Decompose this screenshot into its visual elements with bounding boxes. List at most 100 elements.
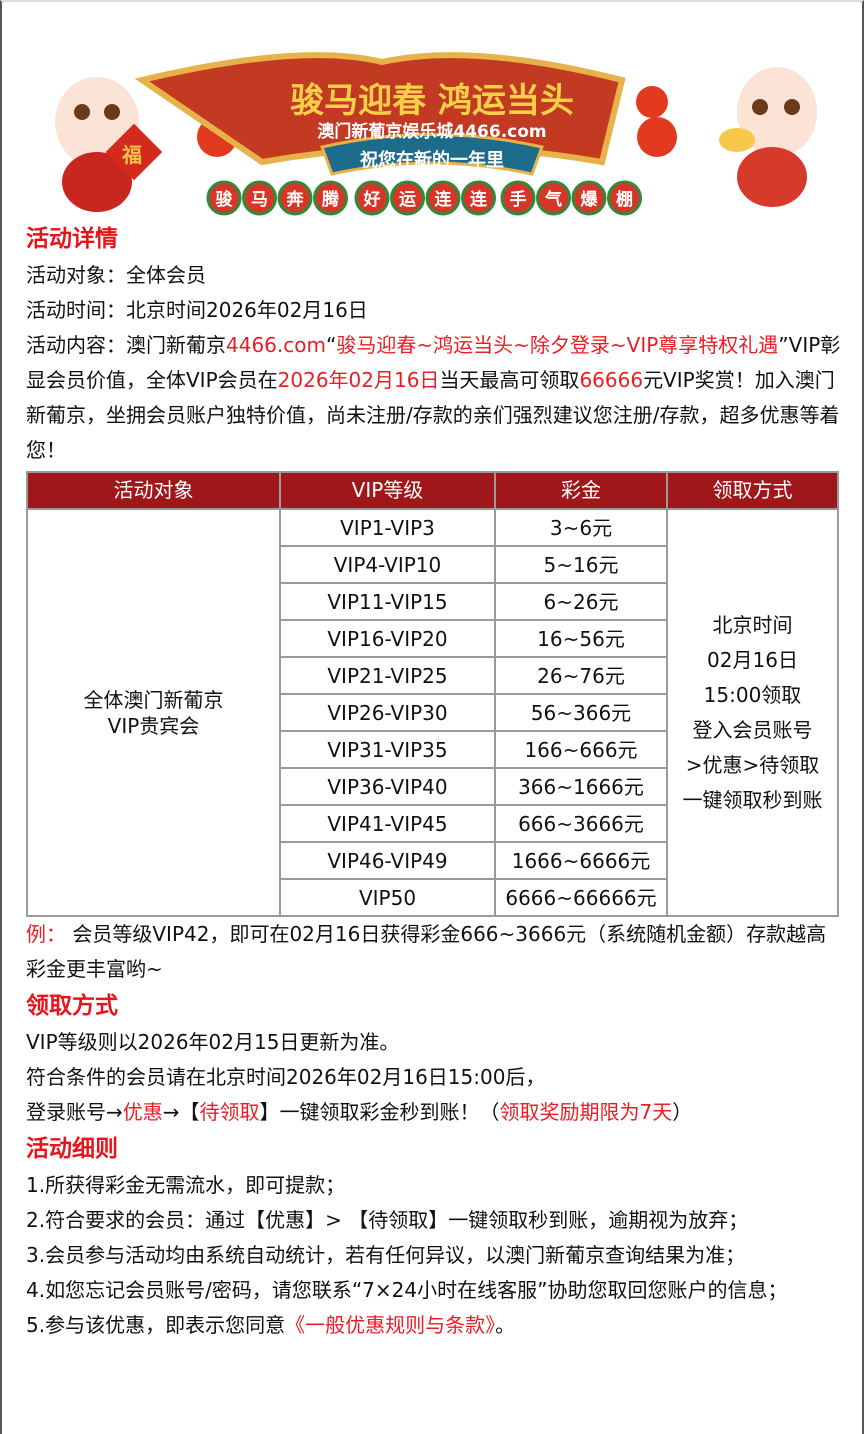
vip-level-cell: VIP50: [279, 878, 496, 917]
bonus-cell: 1666~6666元: [494, 841, 668, 880]
vip-level-cell: VIP16-VIP20: [279, 619, 496, 658]
bonus-cell: 26~76元: [494, 656, 668, 695]
claim-line: VIP等级则以2026年02月15日更新为准。: [26, 1030, 400, 1054]
col-header: 活动对象: [26, 471, 281, 510]
badge-circle: [607, 180, 642, 216]
deadline: 领取奖励期限为7天: [499, 1100, 673, 1124]
text: VIP贵宾会: [107, 713, 200, 738]
badge-char: 奔: [286, 189, 305, 210]
label: 活动时间：: [26, 298, 126, 322]
badge-char: 气: [544, 189, 562, 210]
badge-circle: [390, 180, 425, 216]
text: 02月16日: [707, 647, 798, 672]
label: 活动内容：: [26, 333, 126, 357]
reward-table: 活动对象 VIP等级 彩金 领取方式 全体澳门新葡京 VIP贵宾会 VIP1-VIP…: [26, 471, 839, 917]
text: 登录账号→: [26, 1100, 123, 1124]
text: 5.参与该优惠，即表示您同意: [26, 1313, 286, 1337]
promo-date: 2026年02月16日: [277, 368, 440, 392]
time-line: 活动时间：北京时间2026年02月16日: [26, 293, 841, 328]
vip-level-cell: VIP1-VIP3: [279, 508, 496, 547]
text: “: [325, 333, 337, 357]
rule-item: 1.所获得彩金无需流水，即可提款；: [26, 1173, 346, 1197]
col-header: 彩金: [494, 471, 668, 510]
table-row: 全体澳门新葡京 VIP贵宾会 VIP1-VIP3 3~6元 北京时间 02月16日 15:0…: [26, 508, 839, 917]
table-row: VIP21-VIP25 26~76元: [27, 656, 838, 695]
pending-link[interactable]: 待领取: [199, 1100, 260, 1124]
badge-char: 好: [363, 189, 381, 210]
details-heading: 活动详情: [26, 226, 118, 252]
svg-text:澳门新葡京娱乐城4466.com: 澳门新葡京娱乐城4466.com: [317, 121, 546, 142]
text: 全体澳门新葡京: [83, 687, 224, 712]
table-row: VIP46-VIP49 1666~6666元: [27, 841, 838, 880]
bonus-cell: 166~666元: [494, 730, 668, 769]
label: 活动对象：: [26, 263, 126, 287]
badge-char: 连: [470, 189, 488, 210]
promo-banner: 福 骏马迎春 鸿运当头 澳门新葡京娱乐城4466.com 祝您在新的一年里 骏马…: [2, 2, 862, 222]
badge-char: 腾: [322, 189, 340, 210]
vip-level-cell: VIP41-VIP45: [279, 804, 496, 843]
horse-mascot-right: [719, 67, 817, 207]
vip-level-cell: VIP4-VIP10: [279, 545, 496, 584]
example-text: 例： 会员等级VIP42，即可在02月16日获得彩金666~3666元（系统随机…: [26, 917, 841, 987]
badge-circle: [461, 180, 496, 216]
svg-text:福: 福: [121, 143, 142, 167]
vip-level-cell: VIP26-VIP30: [279, 693, 496, 732]
table-row: VIP31-VIP35 166~666元: [27, 730, 838, 769]
text: 】一键领取彩金秒到账！（: [259, 1100, 500, 1124]
rule-item: 2.符合要求的会员：通过【优惠】> 【待领取】一键领取秒到账，逾期视为放弃；: [26, 1208, 749, 1232]
svg-text:骏马迎春 鸿运当头: 骏马迎春 鸿运当头: [290, 81, 574, 121]
table-row: VIP11-VIP15 6~26元: [27, 582, 838, 621]
banner-art: 福 骏马迎春 鸿运当头 澳门新葡京娱乐城4466.com 祝您在新的一年里 骏马…: [55, 52, 817, 216]
vip-level-cell: VIP21-VIP25: [279, 656, 496, 695]
text: 北京时间: [712, 612, 793, 637]
rule-item: 5.参与该优惠，即表示您同意《一般优惠规则与条款》。: [26, 1308, 841, 1343]
text: 一键领取秒到账: [682, 787, 823, 812]
text: >优惠>待领取: [685, 752, 820, 777]
badge-circle: [206, 180, 242, 216]
bonus-cell: 56~366元: [494, 693, 668, 732]
table-row: VIP50 6666~66666元: [27, 878, 838, 917]
text: 。: [495, 1313, 516, 1337]
claim-line: 符合条件的会员请在北京时间2026年02月16日15:00后，: [26, 1065, 546, 1089]
badge-circle: [242, 180, 277, 216]
rules-heading: 活动细则: [26, 1136, 118, 1162]
badge-circle: [354, 180, 390, 216]
bonus-cell: 6~26元: [494, 582, 668, 621]
activity-content: 活动详情 活动对象：全体会员 活动时间：北京时间2026年02月16日 活动内容…: [26, 220, 841, 1343]
text: ”VIP彰显会员价值，全体VIP会员在: [26, 333, 841, 392]
bonus-cell: 6666~66666元: [494, 878, 668, 917]
text: 澳门新葡京: [126, 333, 226, 357]
col-header: 领取方式: [666, 471, 839, 510]
text: ）: [672, 1100, 693, 1124]
badge-char: 爆: [581, 190, 599, 210]
bonus-cell: 16~56元: [494, 619, 668, 658]
badge-circle: [536, 180, 571, 216]
promo-link[interactable]: 优惠: [122, 1100, 163, 1124]
vip-level-cell: VIP46-VIP49: [279, 841, 496, 880]
badge-char: 马: [251, 190, 268, 210]
rule-item: 4.如您忘记会员账号/密码，请您联系“7×24小时在线客服”协助您取回您账户的信…: [26, 1278, 788, 1302]
value: 全体会员: [126, 263, 206, 287]
example-label: 例：: [26, 922, 66, 946]
claim-heading: 领取方式: [26, 993, 118, 1019]
value: 北京时间2026年02月16日: [126, 298, 368, 322]
badge-circle: [313, 180, 348, 216]
table-row: VIP4-VIP10 5~16元: [27, 545, 838, 584]
vip-level-cell: VIP36-VIP40: [279, 767, 496, 806]
text: 元VIP奖赏！加入澳门新葡京，坐拥会员账户独特价值，尚未注册/存款的亲们强烈建议…: [26, 368, 840, 462]
claim-line: 登录账号→优惠→【待领取】一键领取彩金秒到账！（领取奖励期限为7天）: [26, 1095, 841, 1130]
text: 登入会员账号: [692, 717, 813, 742]
badge-char: 手: [510, 189, 527, 210]
example-body: 会员等级VIP42，即可在02月16日获得彩金666~3666元（系统随机金额）…: [26, 922, 827, 981]
terms-link[interactable]: 《一般优惠规则与条款》: [285, 1313, 496, 1337]
method-cell: 北京时间 02月16日 15:00领取 登入会员账号 >优惠>待领取 一键领取秒到账: [666, 508, 839, 917]
table-row: VIP16-VIP20 16~56元: [27, 619, 838, 658]
target-line: 活动对象：全体会员: [26, 258, 841, 293]
text: 当天最高可领取: [439, 368, 580, 392]
max-amount: 66666: [579, 368, 644, 392]
vip-level-cell: VIP31-VIP35: [279, 730, 496, 769]
text: →【: [162, 1100, 200, 1124]
badge-char: 连: [435, 189, 453, 210]
text: 15:00领取: [703, 682, 802, 707]
target-cell: 全体澳门新葡京 VIP贵宾会: [26, 508, 281, 917]
